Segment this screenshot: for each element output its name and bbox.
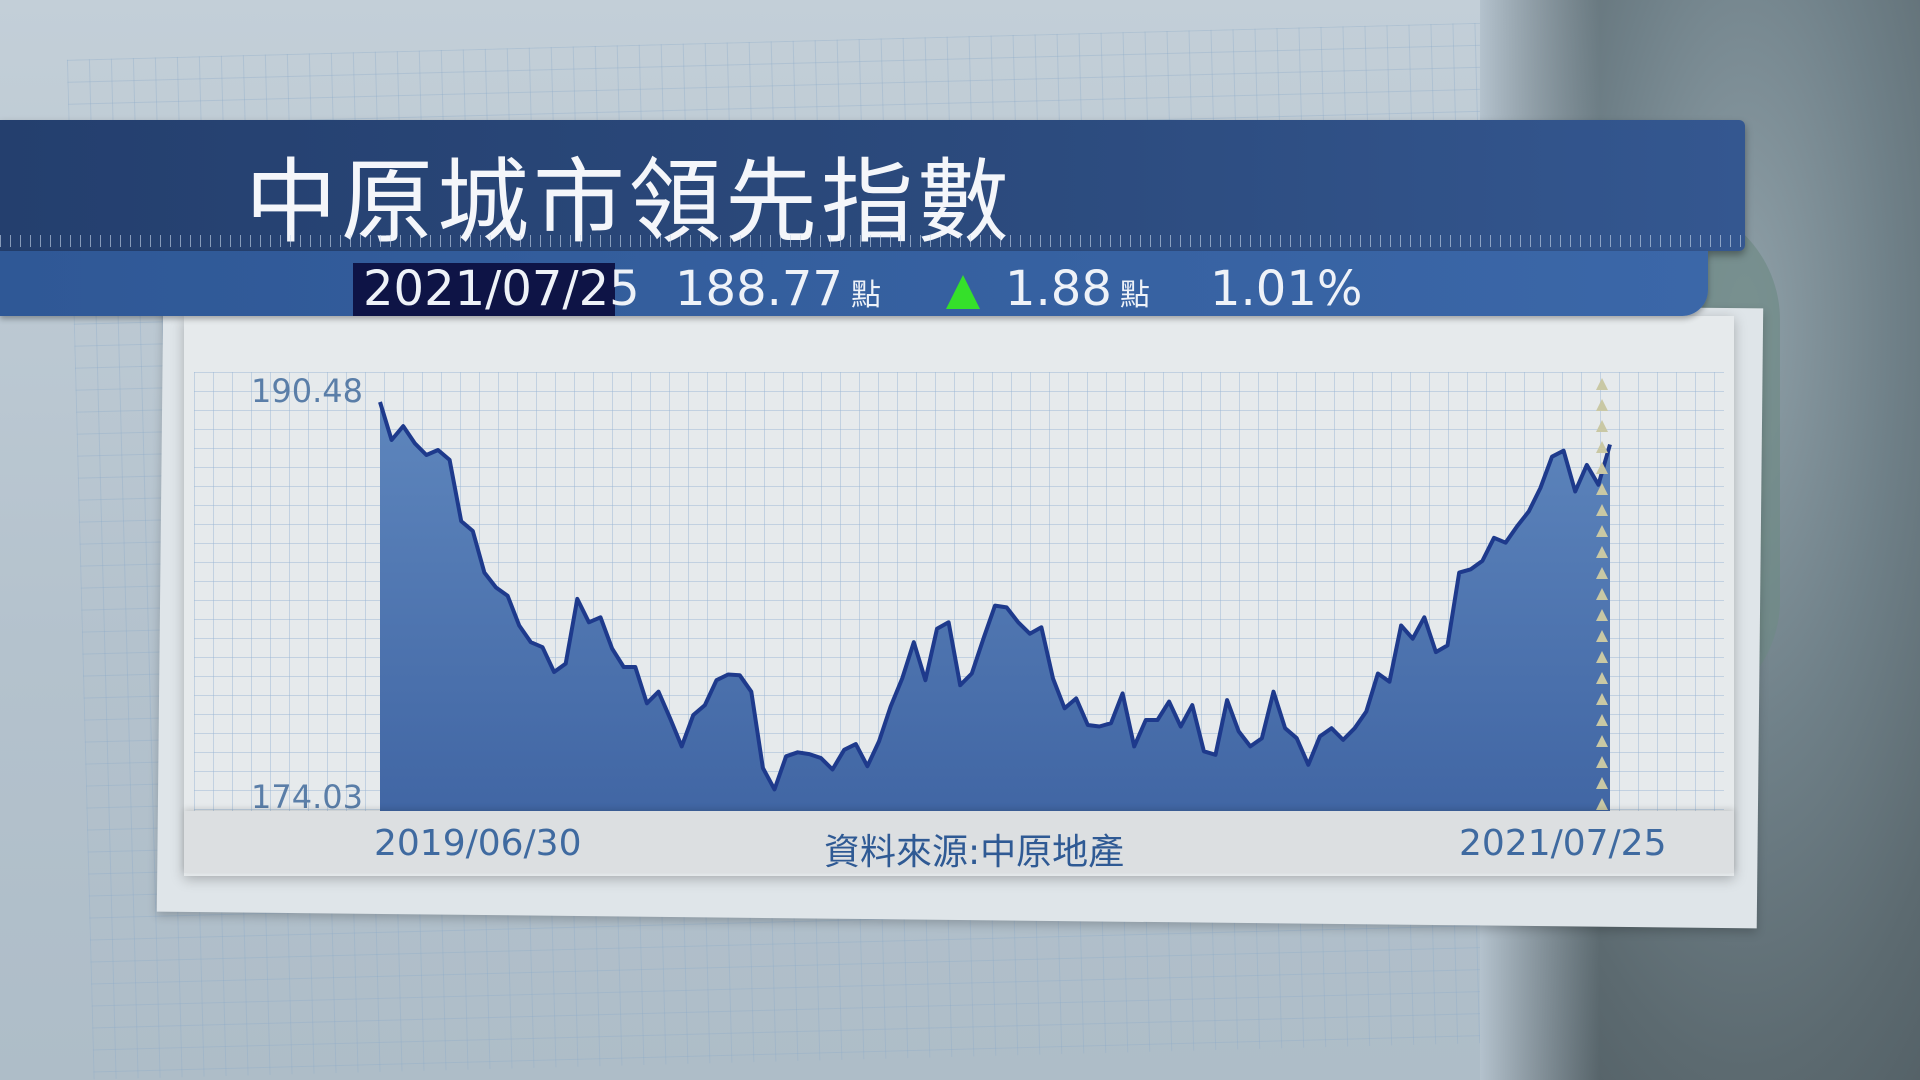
marker-triangle [1596, 378, 1608, 390]
marker-triangle [1596, 756, 1608, 768]
marker-triangle [1596, 651, 1608, 663]
x-end-label: 2021/07/25 [1459, 823, 1667, 864]
marker-triangle [1596, 567, 1608, 579]
index-unit: 點 [850, 278, 881, 313]
marker-triangle [1596, 672, 1608, 684]
marker-triangle [1596, 735, 1608, 747]
change-value: 1.88 [1005, 261, 1112, 317]
marker-triangle [1596, 483, 1608, 495]
chart-footer: 2019/06/30 資料來源:中原地產 2021/07/25 [184, 811, 1734, 873]
ruler-ticks [0, 235, 1745, 247]
marker-triangle [1596, 777, 1608, 789]
up-arrow-icon [946, 275, 980, 309]
marker-triangle [1596, 630, 1608, 642]
series-line [378, 401, 1612, 792]
y-tick-min: 174.03 [251, 778, 363, 816]
marker-triangle [1596, 798, 1608, 810]
change-value-group: 1.88 點 [1005, 263, 1150, 322]
change-percent: 1.01% [1210, 261, 1363, 317]
marker-triangle [1596, 504, 1608, 516]
y-tick-max: 190.48 [251, 372, 363, 410]
marker-triangle [1596, 462, 1608, 474]
marker-triangle [1596, 588, 1608, 600]
source-label: 資料來源:中原地產 [824, 832, 1125, 873]
marker-triangle [1596, 420, 1608, 432]
index-value: 188.77 [675, 261, 843, 317]
marker-triangle [1596, 525, 1608, 537]
marker-triangle [1596, 609, 1608, 621]
date-value: 2021/07/25 [363, 261, 640, 317]
marker-triangle [1596, 693, 1608, 705]
change-unit: 點 [1119, 278, 1150, 313]
title-banner: 中原城市領先指數 [0, 120, 1745, 256]
marker-triangle [1596, 714, 1608, 726]
date-badge: 2021/07/25 [353, 263, 640, 316]
latest-marker-column [1596, 378, 1608, 810]
marker-triangle [1596, 441, 1608, 453]
stats-bar: 2021/07/25 188.77 點 1.88 點 1.01% [0, 251, 1708, 316]
x-start-label: 2019/06/30 [374, 823, 582, 864]
marker-triangle [1596, 546, 1608, 558]
marker-triangle [1596, 399, 1608, 411]
index-value-group: 188.77 點 [675, 263, 881, 322]
